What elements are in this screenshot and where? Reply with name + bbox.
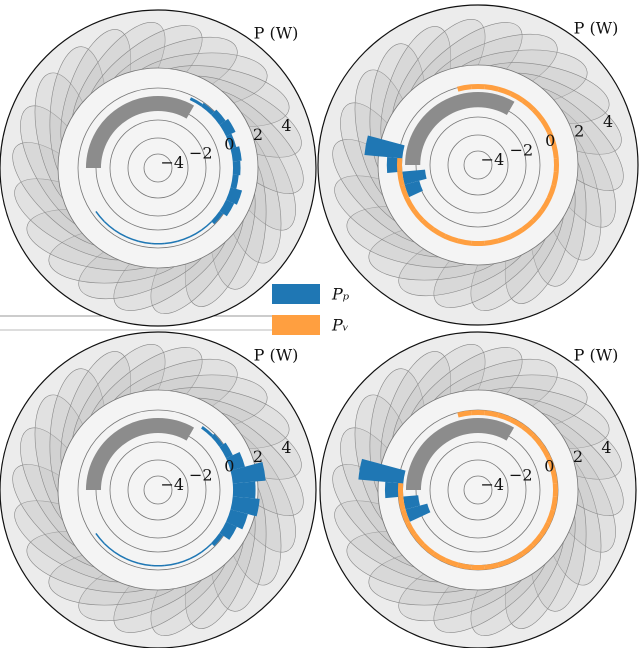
polar-bar (397, 158, 402, 172)
panel (317, 5, 639, 325)
polar-bar (554, 158, 559, 172)
polar-bar (233, 482, 256, 499)
r-tick-label: −4 (160, 153, 184, 172)
figure: −4−2024P (W)−4−2024P (W)−4−2024P (W)−4−2… (0, 0, 641, 648)
r-tick-label: 0 (544, 456, 554, 475)
r-axis-label: P (W) (254, 24, 299, 43)
r-tick-label: 2 (574, 122, 584, 141)
r-tick-label: 2 (573, 447, 583, 466)
r-tick-label: 4 (281, 438, 291, 457)
polar-bar (471, 241, 485, 246)
polar-bar (471, 84, 485, 89)
r-tick-label: 0 (545, 131, 555, 150)
polar-bar (553, 483, 558, 497)
legend-label: Pᵥ (331, 316, 349, 335)
legend-swatch (272, 315, 320, 335)
r-tick-label: −4 (480, 475, 504, 494)
r-tick-label: −4 (481, 150, 505, 169)
r-tick-label: 4 (603, 112, 613, 131)
polar-bar (471, 410, 485, 415)
r-tick-label: −2 (510, 140, 534, 159)
r-tick-label: −2 (189, 144, 213, 163)
r-tick-label: 0 (224, 134, 234, 153)
legend-swatch (272, 284, 320, 304)
r-tick-label: 0 (224, 456, 234, 475)
polar-bar (398, 483, 403, 497)
r-tick-label: 2 (253, 125, 263, 144)
r-tick-label: 4 (281, 116, 291, 135)
r-tick-label: −4 (160, 475, 184, 494)
r-tick-label: −2 (189, 466, 213, 485)
r-tick-label: 4 (601, 438, 611, 457)
r-tick-label: −2 (509, 466, 533, 485)
r-tick-label: 2 (253, 447, 263, 466)
r-axis-label: P (W) (574, 346, 619, 365)
legend-label: Pₚ (331, 285, 350, 304)
polar-bar (471, 565, 485, 570)
r-axis-label: P (W) (254, 346, 299, 365)
polar-bar (233, 161, 241, 175)
r-axis-label: P (W) (574, 19, 619, 38)
